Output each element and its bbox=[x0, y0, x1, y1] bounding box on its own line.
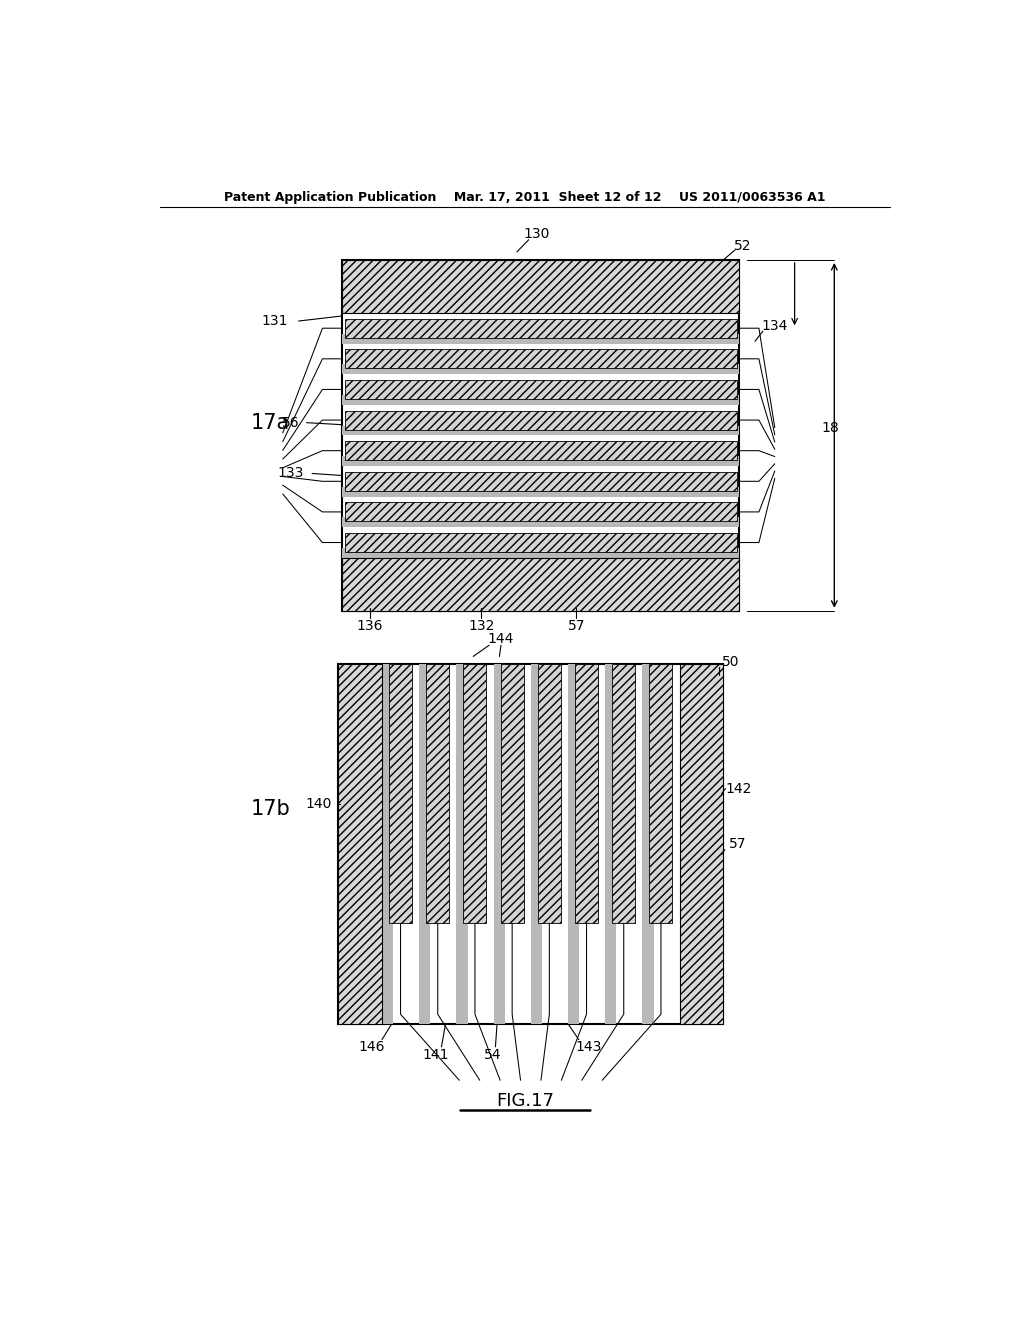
Bar bbox=[342, 260, 739, 313]
Text: 54: 54 bbox=[484, 1048, 502, 1061]
Text: 17b: 17b bbox=[251, 799, 291, 818]
Bar bbox=[649, 664, 673, 924]
Bar bbox=[342, 558, 739, 611]
Bar bbox=[345, 380, 736, 399]
Text: 146: 146 bbox=[358, 1040, 385, 1053]
Text: 52: 52 bbox=[734, 239, 752, 253]
Bar bbox=[345, 350, 736, 368]
Bar bbox=[342, 395, 739, 405]
Bar bbox=[342, 425, 739, 436]
Text: 134: 134 bbox=[762, 319, 788, 333]
Text: 56: 56 bbox=[282, 416, 299, 430]
Text: FIG.17: FIG.17 bbox=[496, 1092, 554, 1110]
Bar bbox=[345, 441, 736, 461]
Bar bbox=[345, 471, 736, 491]
Bar bbox=[342, 260, 739, 611]
Text: 130: 130 bbox=[523, 227, 550, 240]
Bar bbox=[342, 334, 739, 343]
Text: 57: 57 bbox=[567, 619, 585, 634]
Text: 136: 136 bbox=[356, 619, 383, 634]
Bar bbox=[538, 664, 561, 924]
Text: 18: 18 bbox=[821, 421, 840, 434]
Bar bbox=[642, 664, 653, 1024]
Text: Patent Application Publication    Mar. 17, 2011  Sheet 12 of 12    US 2011/00635: Patent Application Publication Mar. 17, … bbox=[224, 190, 825, 203]
Bar bbox=[612, 664, 635, 924]
Text: 144: 144 bbox=[487, 632, 514, 647]
Text: 131: 131 bbox=[261, 314, 288, 329]
Bar bbox=[338, 664, 382, 1024]
Bar bbox=[342, 457, 739, 466]
Bar bbox=[345, 533, 736, 552]
Bar bbox=[494, 664, 505, 1024]
Bar bbox=[345, 411, 736, 429]
Text: 17a: 17a bbox=[251, 413, 290, 433]
Bar bbox=[342, 517, 739, 527]
Bar bbox=[426, 664, 450, 924]
Bar bbox=[345, 503, 736, 521]
Bar bbox=[530, 664, 542, 1024]
Text: 141: 141 bbox=[423, 1048, 450, 1061]
Bar bbox=[680, 664, 723, 1024]
Bar bbox=[464, 664, 486, 924]
Text: 142: 142 bbox=[726, 781, 753, 796]
Bar bbox=[342, 487, 739, 496]
Bar bbox=[575, 664, 598, 924]
Bar bbox=[501, 664, 523, 924]
Bar bbox=[382, 664, 393, 1024]
Text: 57: 57 bbox=[729, 837, 746, 851]
Bar bbox=[419, 664, 430, 1024]
Text: 140: 140 bbox=[305, 797, 332, 810]
Bar bbox=[342, 548, 739, 558]
Text: 132: 132 bbox=[468, 619, 495, 634]
Text: 133: 133 bbox=[278, 466, 304, 480]
Bar bbox=[389, 664, 412, 924]
Bar bbox=[345, 318, 736, 338]
Bar bbox=[605, 664, 616, 1024]
Text: 50: 50 bbox=[722, 655, 740, 668]
Bar bbox=[342, 364, 739, 374]
Bar bbox=[338, 664, 723, 1024]
Bar bbox=[457, 664, 468, 1024]
Bar bbox=[568, 664, 580, 1024]
Text: 143: 143 bbox=[575, 1040, 601, 1053]
